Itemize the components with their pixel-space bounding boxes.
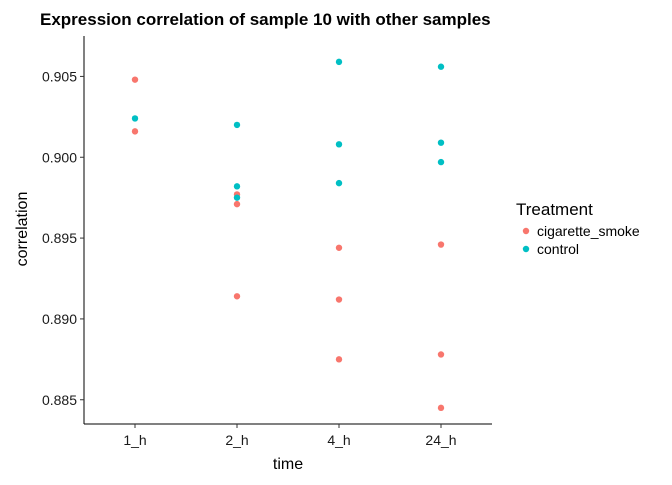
x-axis-title: time bbox=[273, 456, 303, 473]
legend-key-cigarette-smoke bbox=[522, 227, 530, 235]
data-point-control bbox=[335, 179, 343, 187]
data-point-control bbox=[131, 115, 139, 122]
y-axis-title: correlation bbox=[14, 192, 31, 267]
x-tick-label: 24_h bbox=[425, 432, 456, 448]
data-point-cigarette-smoke bbox=[131, 76, 139, 83]
legend-title: Treatment bbox=[516, 200, 593, 219]
data-point-control bbox=[335, 58, 343, 66]
y-tick-label: 0.890 bbox=[42, 311, 77, 327]
data-point-cigarette-smoke bbox=[437, 241, 445, 248]
data-point-cigarette-smoke bbox=[233, 200, 241, 208]
chart-title: Expression correlation of sample 10 with… bbox=[40, 10, 491, 29]
x-tick-label: 2_h bbox=[225, 432, 248, 448]
y-tick-label: 0.885 bbox=[42, 392, 77, 408]
y-tick-label: 0.900 bbox=[42, 149, 77, 165]
data-point-control bbox=[437, 139, 445, 146]
x-tick-label: 4_h bbox=[327, 432, 350, 448]
legend-key-control bbox=[522, 245, 530, 253]
data-point-control bbox=[437, 158, 445, 166]
legend-label-cigarette-smoke: cigarette_smoke bbox=[537, 223, 640, 239]
data-point-cigarette-smoke bbox=[437, 351, 445, 358]
data-point-cigarette-smoke bbox=[131, 128, 139, 135]
data-point-cigarette-smoke bbox=[335, 296, 343, 303]
data-point-control bbox=[233, 121, 241, 129]
data-point-cigarette-smoke bbox=[335, 244, 343, 251]
data-point-control bbox=[233, 183, 241, 190]
data-point-control bbox=[437, 63, 445, 70]
y-tick-label: 0.895 bbox=[42, 230, 77, 246]
legend-label-control: control bbox=[537, 241, 579, 257]
data-point-control bbox=[233, 194, 241, 201]
x-tick-label: 1_h bbox=[123, 432, 146, 448]
data-point-cigarette-smoke bbox=[233, 293, 241, 300]
axes: 0.885 0.890 0.895 0.900 0.905 1_h 2_h 4_h 24_h bbox=[42, 36, 492, 448]
y-tick-label: 0.905 bbox=[42, 68, 77, 84]
data-point-control bbox=[335, 141, 343, 148]
data-points bbox=[131, 58, 445, 412]
data-point-cigarette-smoke bbox=[437, 404, 445, 412]
data-point-cigarette-smoke bbox=[335, 356, 343, 363]
